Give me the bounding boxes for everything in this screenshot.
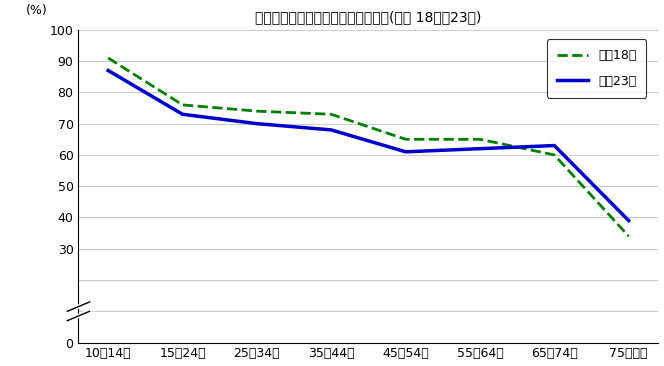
平成23年: [179, 112, 187, 116]
Line: 平成23年: 平成23年: [108, 71, 629, 221]
平成23年: [625, 219, 633, 223]
Text: (%): (%): [27, 4, 48, 17]
平成18年: [253, 109, 261, 113]
Legend: 平成18年, 平成23年: 平成18年, 平成23年: [546, 39, 646, 98]
平成18年: [550, 153, 558, 157]
平成18年: [476, 137, 484, 142]
平成23年: [327, 128, 335, 132]
平成23年: [104, 68, 112, 73]
平成18年: [625, 234, 633, 238]
平成23年: [476, 146, 484, 151]
平成18年: [327, 112, 335, 116]
平成18年: [402, 137, 410, 142]
平成18年: [104, 56, 112, 60]
平成23年: [253, 122, 261, 126]
Line: 平成18年: 平成18年: [108, 58, 629, 236]
Title: 年齢階級別「スポーツ」の行動者率(平成 18年、23年): 年齢階級別「スポーツ」の行動者率(平成 18年、23年): [255, 11, 481, 25]
平成23年: [402, 150, 410, 154]
平成23年: [550, 143, 558, 148]
平成18年: [179, 103, 187, 107]
